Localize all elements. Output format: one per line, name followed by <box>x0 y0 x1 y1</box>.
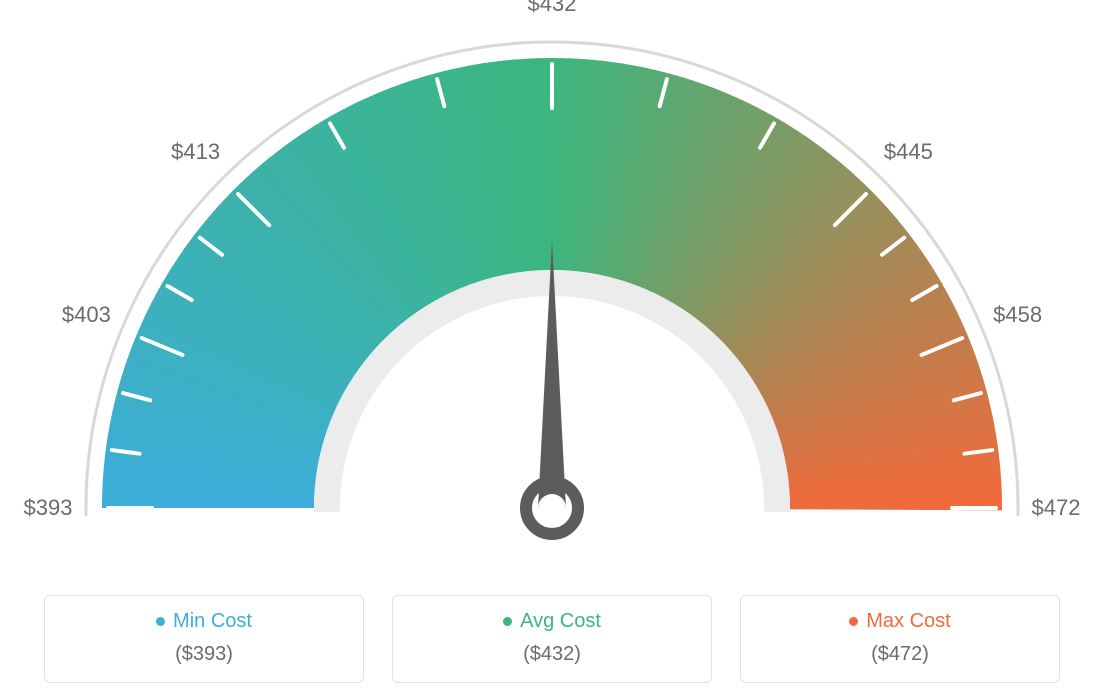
gauge-tick-label: $445 <box>884 139 933 165</box>
gauge-chart: $393 $403 $413 $432 $445 $458 $472 <box>0 0 1104 560</box>
legend-label-max: Max Cost <box>866 610 950 633</box>
legend-card-min: Min Cost ($393) <box>44 595 364 683</box>
gauge-tick-label: $472 <box>1032 495 1081 521</box>
legend-card-max: Max Cost ($472) <box>740 595 1060 683</box>
legend-label-avg: Avg Cost <box>520 610 601 633</box>
legend-card-avg: Avg Cost ($432) <box>392 595 712 683</box>
legend-dot-min <box>156 617 165 626</box>
gauge-tick-label: $403 <box>62 302 111 328</box>
legend-row: Min Cost ($393) Avg Cost ($432) Max Cost… <box>0 595 1104 683</box>
legend-dot-avg <box>503 617 512 626</box>
legend-value-min: ($393) <box>55 643 353 666</box>
legend-value-max: ($472) <box>751 643 1049 666</box>
gauge-tick-label: $432 <box>528 0 577 17</box>
gauge-tick-label: $393 <box>24 495 73 521</box>
legend-dot-max <box>849 617 858 626</box>
legend-label-min: Min Cost <box>173 610 252 633</box>
gauge-tick-label: $458 <box>993 302 1042 328</box>
legend-value-avg: ($432) <box>403 643 701 666</box>
gauge-tick-label: $413 <box>171 139 220 165</box>
